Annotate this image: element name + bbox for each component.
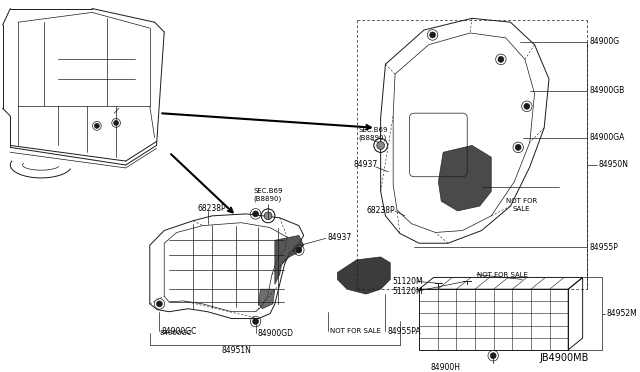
Polygon shape [275,235,304,284]
Text: 84937: 84937 [328,233,352,242]
Text: 68238P: 68238P [198,203,227,212]
Circle shape [253,211,259,217]
Text: 84951N: 84951N [221,346,252,355]
Circle shape [515,144,521,150]
Polygon shape [259,289,275,309]
Circle shape [498,57,504,62]
Circle shape [377,141,385,149]
Text: 84900GD: 84900GD [257,329,294,338]
Text: (B8890): (B8890) [358,134,387,141]
Text: (B8890): (B8890) [253,196,282,202]
Circle shape [429,32,435,38]
Text: 84900G: 84900G [589,37,620,46]
Text: NOT FOR SALE: NOT FOR SALE [330,328,381,334]
Text: 84955P: 84955P [589,243,618,251]
Circle shape [296,247,302,253]
Text: 84950N: 84950N [599,160,629,170]
Text: SALE: SALE [513,206,530,212]
Text: NOT FOR SALE: NOT FOR SALE [477,272,528,278]
Text: NOT FOR: NOT FOR [506,198,537,204]
Polygon shape [438,145,492,211]
Text: 84955PA: 84955PA [387,327,421,336]
Text: 84900GC: 84900GC [161,327,196,336]
Text: 51120M: 51120M [392,277,423,286]
Circle shape [157,301,163,307]
Circle shape [253,318,259,324]
Text: SEC.B69: SEC.B69 [358,127,388,133]
Text: 84952M: 84952M [607,309,637,318]
Text: JB4900MB: JB4900MB [540,353,589,363]
Text: 84937: 84937 [354,160,378,170]
Text: 84900GA: 84900GA [589,133,625,142]
Circle shape [95,124,99,128]
Text: 84900GB: 84900GB [589,86,625,95]
Text: SEC.B69: SEC.B69 [253,188,283,195]
Text: 51120M: 51120M [392,287,423,296]
Text: 84900H: 84900H [431,363,461,372]
Text: 68238P: 68238P [366,206,395,215]
Circle shape [114,121,118,125]
Circle shape [490,353,496,359]
Text: 84900GC: 84900GC [159,330,192,336]
Circle shape [524,103,530,109]
Polygon shape [337,257,390,294]
Circle shape [264,212,272,220]
